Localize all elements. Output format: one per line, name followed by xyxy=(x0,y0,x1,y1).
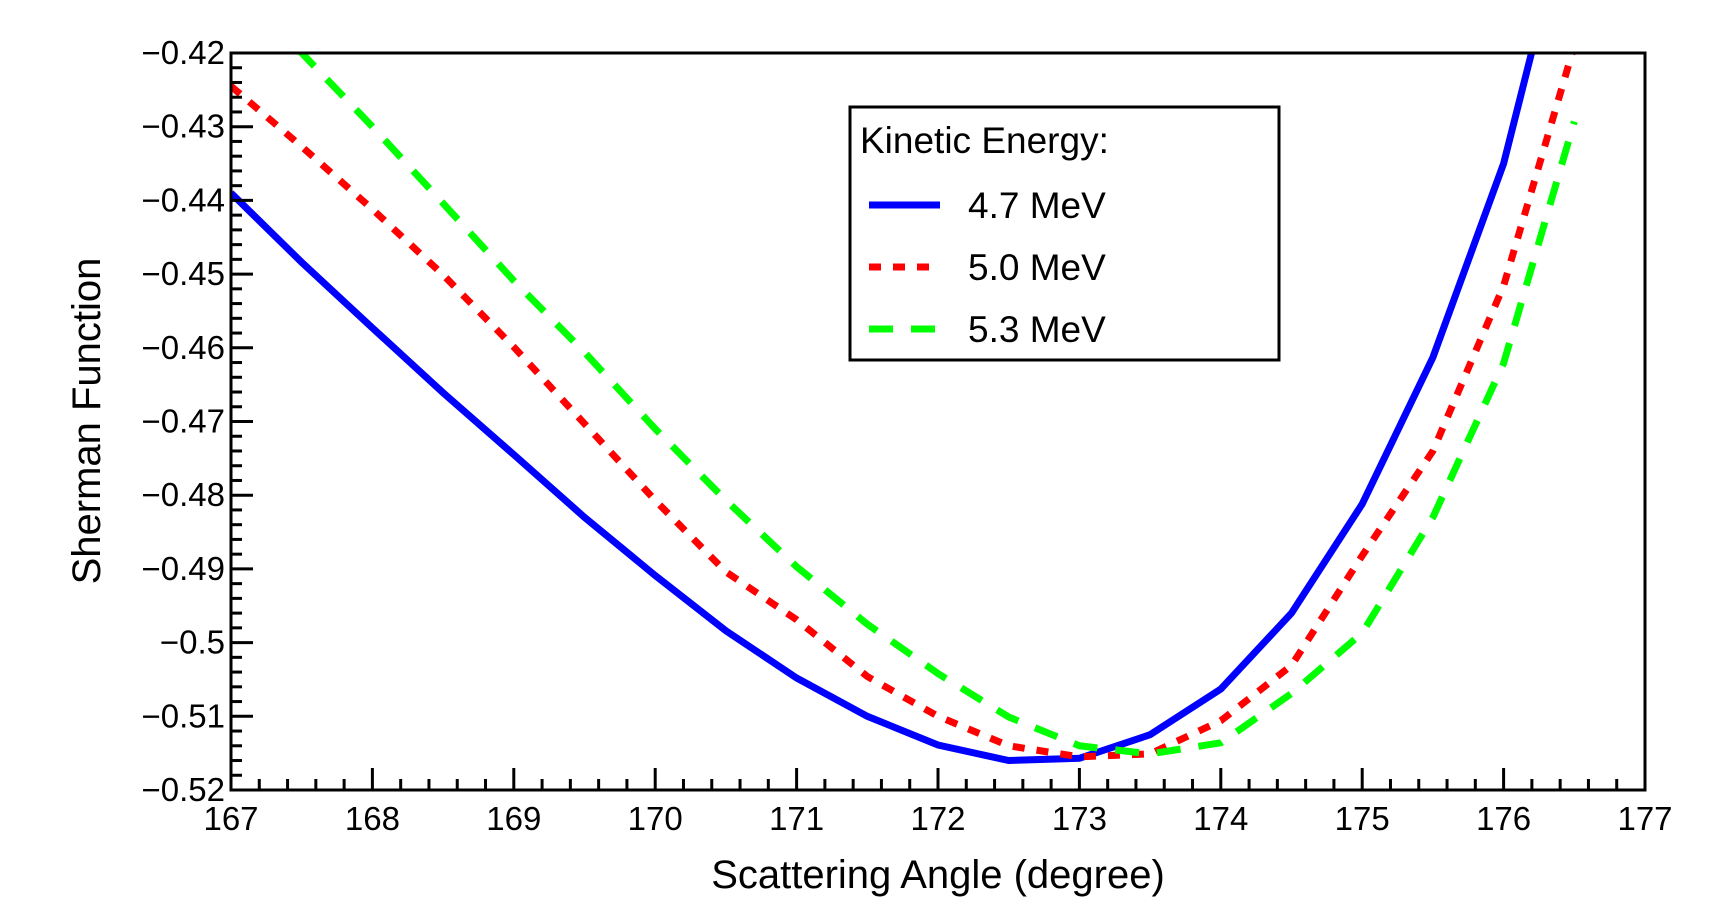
x-tick-label: 176 xyxy=(1476,800,1531,837)
legend: Kinetic Energy: 4.7 MeV 5.0 MeV 5.3 MeV xyxy=(848,105,1281,362)
series-line xyxy=(231,53,1536,765)
x-tick-label: 174 xyxy=(1193,800,1248,837)
x-tick-label: 170 xyxy=(628,800,683,837)
x-tick-label: 171 xyxy=(769,800,824,837)
legend-label: 5.0 MeV xyxy=(968,247,1106,288)
y-tick-label: −0.44 xyxy=(142,181,226,218)
legend-label: 5.3 MeV xyxy=(968,309,1106,350)
x-axis-title: Scattering Angle (degree) xyxy=(711,853,1165,897)
y-tick-label: −0.42 xyxy=(142,34,226,71)
legend-box xyxy=(848,105,1281,362)
y-tick-label: −0.43 xyxy=(142,108,226,145)
legend-label: 4.7 MeV xyxy=(968,185,1106,226)
x-tick-label: 169 xyxy=(486,800,541,837)
y-tick-label: −0.5 xyxy=(160,624,225,661)
y-tick-label: −0.49 xyxy=(142,550,226,587)
y-tick-label: −0.48 xyxy=(142,476,226,513)
series-line xyxy=(231,53,1576,761)
x-tick-label: 173 xyxy=(1052,800,1107,837)
y-tick-label: −0.45 xyxy=(142,255,226,292)
series-line xyxy=(296,53,1578,758)
y-axis-title: Sherman Function xyxy=(65,258,109,585)
plot-lines xyxy=(231,53,1578,765)
legend-title: Kinetic Energy: xyxy=(860,120,1109,161)
y-tick-label: −0.51 xyxy=(142,697,226,734)
x-tick-label: 177 xyxy=(1617,800,1672,837)
x-tick-label: 168 xyxy=(345,800,400,837)
y-tick-label: −0.47 xyxy=(142,403,226,440)
y-tick-label: −0.52 xyxy=(142,771,226,808)
x-tick-label: 167 xyxy=(203,800,258,837)
x-tick-label: 172 xyxy=(910,800,965,837)
x-tick-label: 175 xyxy=(1335,800,1390,837)
y-tick-label: −0.46 xyxy=(142,329,226,366)
